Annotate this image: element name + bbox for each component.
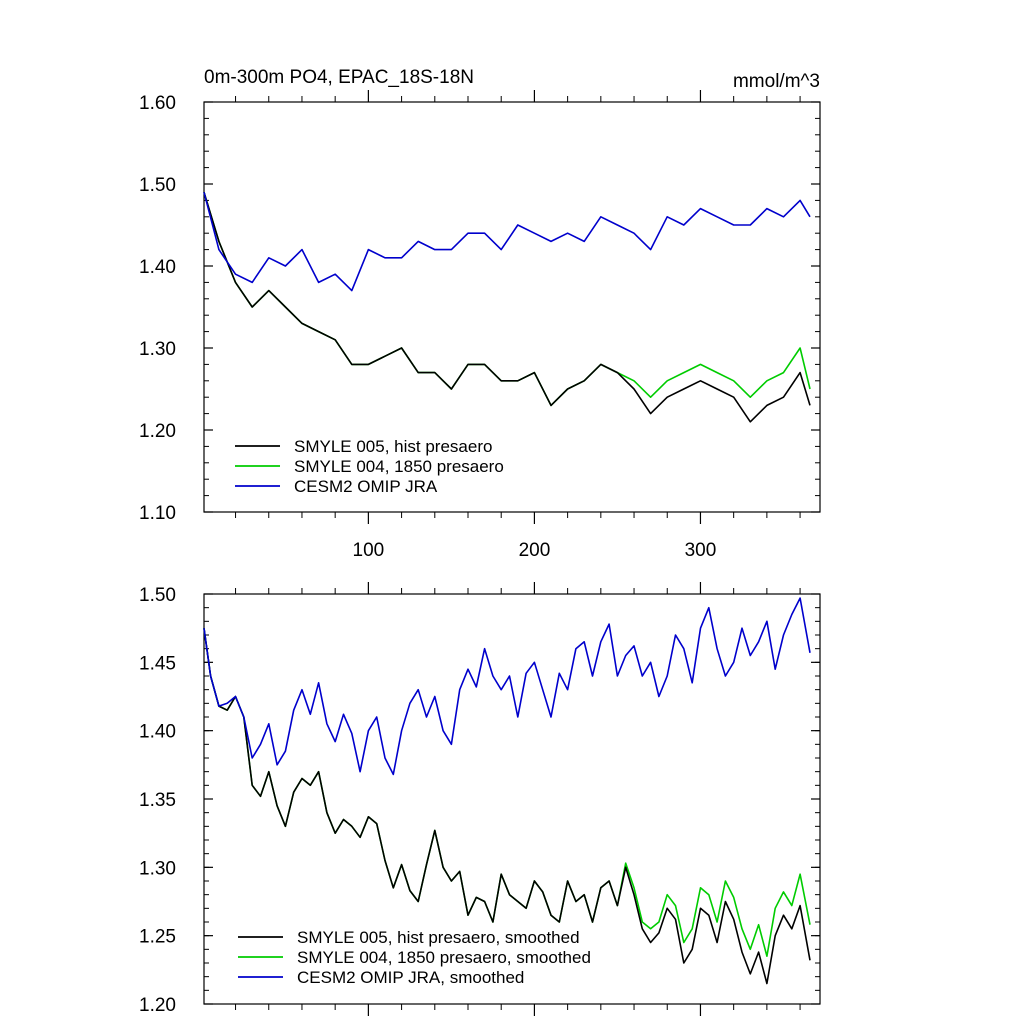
series-line [203,191,811,292]
y-tick-label: 1.25 [139,927,176,948]
axis-ticks: 1.60 1.50 1.40 1.30 1.20 1.10 100 200 300 [139,90,820,561]
y-tick-label: 1.50 [139,175,176,196]
series-lines [203,597,811,985]
y-tick-label: 1.20 [139,421,176,442]
series-line [203,191,811,407]
plot-frame [203,101,821,513]
y-tick-label: 1.35 [139,790,176,811]
y-tick-label: 1.60 [139,93,176,114]
legend-label: SMYLE 004, 1850 presaero, smoothed [297,948,591,967]
legend-label: CESM2 OMIP JRA [294,477,438,496]
x-tick-label: 300 [685,540,717,561]
series-line [203,628,811,985]
series-lines [203,191,811,423]
series-line [203,191,811,423]
legend-label: SMYLE 005, hist presaero [294,437,492,456]
y-tick-label: 1.45 [139,653,176,674]
top-panel: 0m-300m PO4, EPAC_18S-18N mmol/m^3 1.601… [139,67,821,561]
y-tick-label: 1.40 [139,257,176,278]
y-tick-label: 1.30 [139,339,176,360]
legend-label: CESM2 OMIP JRA, smoothed [297,968,524,987]
axis-ticks: 1.50 1.45 1.40 1.35 1.30 1.25 1.20 [139,582,820,1016]
series-line [203,628,811,957]
legend-label: SMYLE 004, 1850 presaero [294,457,504,476]
y-tick-label: 1.30 [139,858,176,879]
bottom-panel: 1.50 1.45 1.40 1.35 1.30 1.25 1.20 SMYLE 005, … [139,582,821,1016]
units-label: mmol/m^3 [733,71,820,92]
y-tick-label: 1.20 [139,995,176,1016]
legend: SMYLE 005, hist presaero, smoothedSMYLE … [238,928,591,987]
x-tick-label: 100 [353,540,385,561]
legend-label: SMYLE 005, hist presaero, smoothed [297,928,580,947]
y-tick-label: 1.50 [139,585,176,606]
y-tick-label: 1.10 [139,503,176,524]
series-line [203,597,811,776]
y-tick-label: 1.40 [139,722,176,743]
chart-title: 0m-300m PO4, EPAC_18S-18N [204,67,474,88]
x-tick-label: 200 [519,540,551,561]
